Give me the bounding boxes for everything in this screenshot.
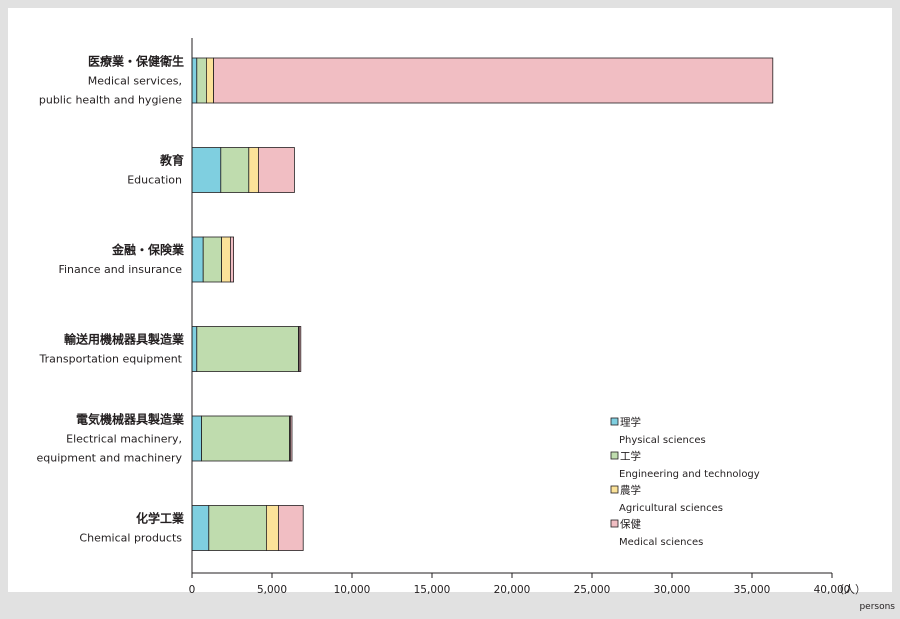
legend-label-en: Medical sciences xyxy=(619,537,703,548)
bar-segment xyxy=(201,415,291,462)
bar-segment xyxy=(202,236,222,283)
category-label-en: Finance and insurance xyxy=(58,263,182,276)
bar-segment xyxy=(229,236,234,283)
category-label-ja: 電気機械器具製造業 xyxy=(76,412,185,427)
x-tick-label: 40,000 xyxy=(814,584,851,596)
bars-group xyxy=(191,57,774,551)
legend-swatch xyxy=(610,519,619,528)
bar-segment xyxy=(196,57,207,104)
legend-label-en: Engineering and technology xyxy=(619,469,760,480)
x-tick-label: 0 xyxy=(189,584,196,596)
bar-segment xyxy=(191,326,198,372)
x-tick-label: 35,000 xyxy=(734,584,771,596)
bar-segment xyxy=(277,505,304,551)
x-tick-label: 10,000 xyxy=(334,584,371,596)
category-label-en: Chemical products xyxy=(79,532,182,545)
bar-segment xyxy=(196,326,299,372)
bar-segment xyxy=(191,236,204,283)
legend: 理学 Physical sciences 工学 Engineering and tec… xyxy=(610,416,760,548)
x-unit-label-en: persons xyxy=(859,602,895,612)
plot-area-background xyxy=(8,8,892,592)
category-label-en: public health and hygiene xyxy=(39,94,182,107)
x-unit-label: （人） xyxy=(833,583,866,596)
category-label-ja: 化学工業 xyxy=(136,511,185,526)
bar-segment xyxy=(191,147,222,193)
bar-segment xyxy=(213,57,774,104)
legend-swatch xyxy=(610,417,619,426)
category-labels-group: 医療業・保健衛生 Medical services, public health a… xyxy=(36,54,185,545)
bar-segment xyxy=(191,415,202,462)
x-tick-label: 20,000 xyxy=(494,584,531,596)
x-tick-label: 15,000 xyxy=(414,584,451,596)
bar-segment xyxy=(221,236,231,283)
category-label-ja: 金融・保険業 xyxy=(111,242,185,257)
category-label-en: Electrical machinery, xyxy=(66,433,182,446)
bar-segment xyxy=(248,147,259,193)
legend-label-ja: 工学 xyxy=(620,450,641,463)
legend-swatch xyxy=(610,451,619,460)
bar-segment xyxy=(191,505,210,551)
x-tick-label: 30,000 xyxy=(654,584,691,596)
legend-swatch xyxy=(610,485,619,494)
bar-segment xyxy=(289,415,293,462)
bar-segment xyxy=(265,505,279,551)
legend-label-en: Agricultural sciences xyxy=(619,503,723,514)
category-label-en: Transportation equipment xyxy=(39,353,183,366)
bar-segment xyxy=(257,147,295,193)
category-label-en: Medical services, xyxy=(88,75,182,88)
legend-label-en: Physical sciences xyxy=(619,435,706,446)
category-label-ja: 医療業・保健衛生 xyxy=(88,54,184,69)
x-tick-label: 5,000 xyxy=(257,584,287,596)
x-tick-label: 25,000 xyxy=(574,584,611,596)
legend-label-ja: 理学 xyxy=(620,416,641,429)
x-ticks-group: 0 5,000 10,000 15,000 20,000 25,000 30,000 35,0… xyxy=(189,573,851,596)
category-label-ja: 教育 xyxy=(159,153,184,168)
category-label-en: equipment and machinery xyxy=(36,452,182,465)
bar-segment xyxy=(208,505,267,551)
legend-label-ja: 保健 xyxy=(620,518,641,531)
bar-segment xyxy=(220,147,250,193)
bar-segment xyxy=(205,57,214,104)
legend-label-ja: 農学 xyxy=(620,484,641,497)
bar-segment xyxy=(191,57,198,104)
category-label-en: Education xyxy=(127,174,182,187)
bar-segment xyxy=(298,326,302,372)
category-label-ja: 輸送用機械器具製造業 xyxy=(64,332,185,347)
